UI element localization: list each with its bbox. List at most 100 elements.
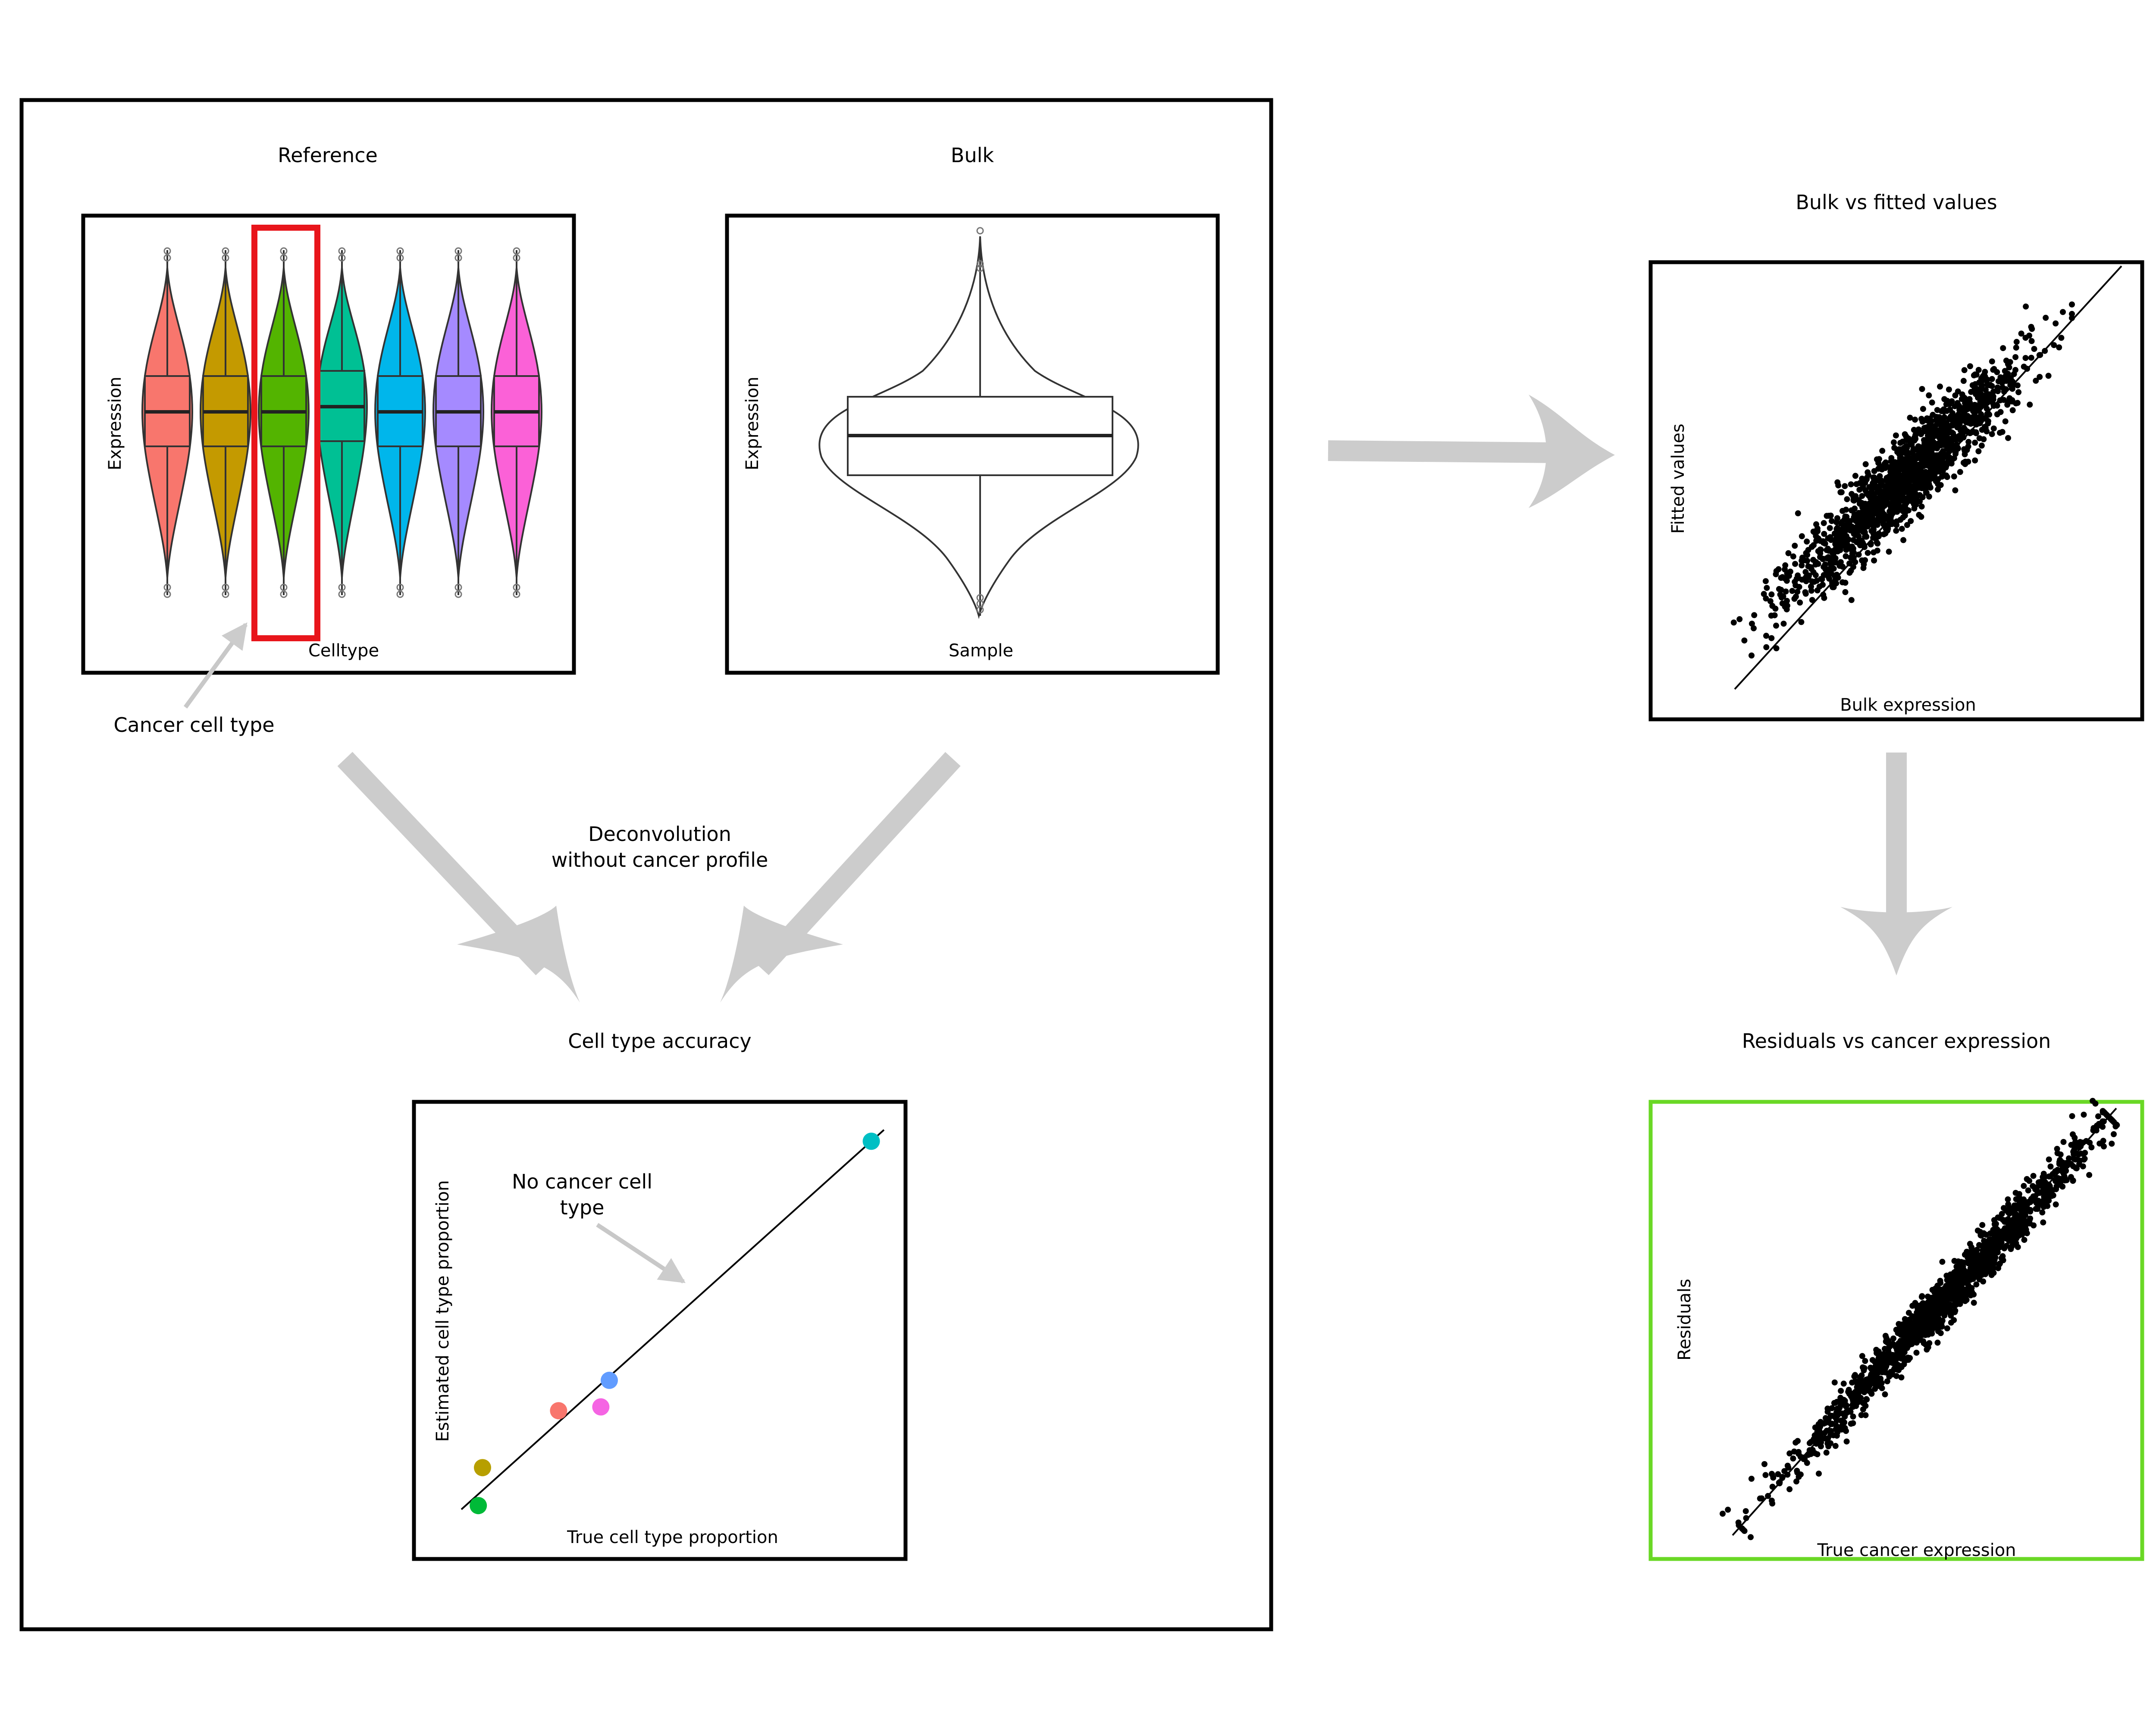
residual-point — [1809, 1447, 1816, 1453]
fitted-point — [1896, 500, 1902, 507]
fitted-point — [1948, 459, 1955, 465]
residual-point — [1972, 1247, 1978, 1254]
fitted-point — [1936, 482, 1943, 489]
residual-point — [1982, 1269, 1988, 1276]
fitted-point — [1921, 428, 1927, 435]
fitted-point — [2033, 377, 2039, 384]
residual-point — [1825, 1435, 1831, 1442]
fitted-point — [1824, 513, 1830, 519]
fitted-point — [1826, 548, 1832, 554]
fitted-point — [1905, 464, 1912, 470]
residual-point — [1816, 1471, 1822, 1477]
residual-point — [1882, 1333, 1889, 1339]
fitted-xlabel: Bulk expression — [1840, 695, 1976, 715]
residual-point — [1858, 1412, 1865, 1418]
residuals-ylabel: Residuals — [1675, 1279, 1695, 1361]
residual-point — [2061, 1163, 2068, 1169]
fitted-point — [1922, 470, 1929, 477]
fitted-point — [1849, 524, 1855, 530]
residual-point — [1850, 1413, 1856, 1420]
residual-point — [2018, 1201, 2024, 1208]
fitted-point — [1975, 367, 1982, 373]
fitted-point — [1978, 442, 1985, 449]
fitted-point — [1730, 619, 1737, 626]
bulk-xlabel: Sample — [949, 641, 1013, 661]
accuracy-annotation-line1: No cancer cell — [512, 1170, 652, 1193]
fitted-point — [1894, 462, 1901, 469]
fitted-point — [1902, 456, 1908, 462]
residual-point — [1852, 1372, 1858, 1378]
residual-point — [1887, 1371, 1893, 1377]
fitted-point — [2023, 303, 2029, 310]
fitted-point — [1815, 548, 1821, 555]
fitted-point — [1865, 472, 1871, 478]
fitted-point — [1966, 405, 1973, 412]
fitted-point — [1792, 582, 1799, 589]
fitted-point — [2012, 367, 2018, 373]
accuracy-annotation-line2: type — [560, 1196, 605, 1219]
fitted-point — [1883, 459, 1889, 466]
fitted-point — [2045, 373, 2052, 379]
accuracy-point — [550, 1402, 567, 1420]
residual-point — [2027, 1208, 2034, 1215]
residual-point — [2113, 1121, 2119, 1128]
fitted-point — [1943, 462, 1949, 469]
accuracy-point — [474, 1459, 491, 1477]
fitted-point — [1815, 535, 1821, 542]
residual-point — [2027, 1215, 2034, 1222]
residual-point — [1971, 1299, 1977, 1306]
fitted-point — [1764, 585, 1770, 591]
residual-point — [1920, 1316, 1927, 1323]
residual-point — [1965, 1257, 1972, 1263]
residual-point — [2001, 1232, 2008, 1238]
fitted-point — [1989, 383, 1995, 389]
fitted-point — [1946, 443, 1953, 449]
residual-point — [2088, 1144, 2095, 1151]
fitted-point — [1808, 566, 1814, 572]
fitted-point — [1928, 440, 1935, 447]
residual-point — [2055, 1175, 2061, 1181]
fitted-point — [1893, 527, 1899, 534]
fitted-point — [1912, 495, 1918, 502]
residual-point — [2100, 1109, 2106, 1116]
fitted-point — [1984, 392, 1991, 398]
fitted-point — [1941, 396, 1948, 402]
fitted-point — [1983, 387, 1989, 393]
fitted-point — [1943, 401, 1949, 408]
fitted-point — [1882, 530, 1889, 536]
fitted-point — [1797, 599, 1803, 606]
fitted-point — [1821, 520, 1827, 526]
fitted-point — [1931, 433, 1938, 439]
fitted-point — [1772, 605, 1779, 612]
residual-point — [2068, 1174, 2074, 1180]
residual-point — [1930, 1320, 1937, 1326]
fitted-point — [1935, 441, 1941, 447]
residual-point — [2018, 1208, 2024, 1214]
fitted-point — [1864, 476, 1870, 483]
fitted-point — [1768, 591, 1775, 598]
residual-point — [1846, 1407, 1853, 1414]
residual-point — [1975, 1267, 1981, 1274]
fitted-point — [1886, 549, 1892, 555]
violin-outlier — [513, 247, 520, 255]
fitted-point — [1763, 595, 1769, 602]
fitted-point — [1984, 428, 1990, 435]
residual-point — [1862, 1412, 1869, 1418]
residual-point — [1843, 1428, 1849, 1434]
fitted-point — [1985, 420, 1991, 427]
fitted-point — [1975, 448, 1982, 455]
fitted-point — [1949, 422, 1955, 428]
fitted-point — [2053, 320, 2059, 326]
fitted-point — [1816, 583, 1823, 590]
violin-outlier — [163, 590, 171, 598]
fitted-point — [2022, 355, 2029, 361]
residual-point — [2002, 1225, 2008, 1232]
violin-outlier — [454, 254, 462, 262]
fitted-point — [1794, 589, 1801, 595]
residual-point — [1775, 1471, 1781, 1477]
fitted-point — [1893, 522, 1900, 528]
bulk-ylabel: Expression — [743, 376, 762, 470]
residual-point — [1757, 1495, 1763, 1502]
residual-point — [1881, 1368, 1888, 1374]
residual-point — [1748, 1476, 1755, 1482]
